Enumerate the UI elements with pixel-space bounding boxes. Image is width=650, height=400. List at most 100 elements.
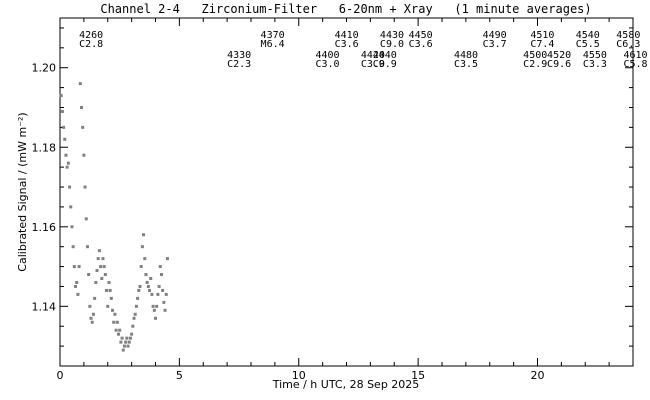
flare-event-labels: 4260C2.84330C2.34370M6.44400C3.04410C3.6… <box>79 30 647 70</box>
data-point <box>109 296 113 300</box>
data-point <box>122 344 126 348</box>
data-point <box>95 269 99 273</box>
data-point <box>103 273 107 277</box>
data-point <box>128 336 132 340</box>
event-number: 4400 <box>315 50 339 61</box>
data-point <box>164 292 168 296</box>
event-number: 4580 <box>616 30 640 41</box>
event-number: 4410 <box>335 30 359 41</box>
data-point <box>77 265 81 269</box>
event-class: C3.6 <box>335 39 359 50</box>
event-class: C9.0 <box>380 39 404 50</box>
data-point <box>165 257 169 261</box>
data-point <box>154 316 157 320</box>
data-point <box>133 312 137 316</box>
event-number: 4260 <box>79 30 103 41</box>
data-point <box>69 205 73 209</box>
x-tick-label: 10 <box>292 369 306 382</box>
data-point <box>102 265 106 269</box>
event-number: 4420 <box>361 50 385 61</box>
data-point <box>127 340 131 344</box>
data-point <box>155 304 159 308</box>
event-class: C7.4 <box>530 39 554 50</box>
event-number: 4430 <box>380 30 404 41</box>
data-point <box>115 320 119 324</box>
data-point <box>90 320 94 324</box>
data-point <box>138 284 142 288</box>
data-point <box>81 125 85 129</box>
data-point <box>83 185 87 189</box>
data-point <box>63 137 67 141</box>
event-class: C3.0 <box>361 59 385 70</box>
event-class: C6.3 <box>616 39 640 50</box>
data-point <box>149 277 153 281</box>
data-point <box>91 312 95 316</box>
data-point <box>72 265 76 269</box>
event-number: 4540 <box>576 30 600 41</box>
data-point <box>62 125 66 129</box>
data-point <box>132 316 136 320</box>
data-point <box>120 336 124 340</box>
data-point <box>158 265 162 269</box>
data-point <box>66 161 70 165</box>
data-point <box>157 284 161 288</box>
data-point <box>142 233 146 237</box>
plot-frame <box>59 17 634 367</box>
data-point <box>71 245 75 249</box>
data-point <box>137 288 141 292</box>
event-number: 4450 <box>409 30 433 41</box>
event-number: 4330 <box>227 50 251 61</box>
y-tick-label: 1.20 <box>32 62 57 75</box>
event-class: C9.6 <box>547 59 571 70</box>
event-number: 4500 <box>523 50 547 61</box>
data-point <box>60 109 64 113</box>
data-point <box>70 225 74 229</box>
data-point <box>114 328 118 332</box>
data-point <box>140 245 144 249</box>
data-point <box>96 257 100 261</box>
data-point <box>79 105 83 109</box>
data-point <box>145 280 149 284</box>
data-point <box>100 277 104 281</box>
data-point <box>76 292 80 296</box>
data-point <box>82 153 86 157</box>
data-point <box>150 292 154 296</box>
event-class: C5.5 <box>576 39 600 50</box>
data-point <box>130 332 134 336</box>
data-point <box>99 265 103 269</box>
data-point <box>93 296 97 300</box>
data-points <box>59 82 169 352</box>
x-tick-label: 5 <box>176 369 183 382</box>
data-point <box>159 273 163 277</box>
data-point <box>121 348 125 352</box>
data-point <box>125 336 129 340</box>
data-point <box>161 288 165 292</box>
data-point <box>119 340 123 344</box>
data-point <box>89 316 93 320</box>
x-axis-label: Time / h UTC, 28 Sep 2025 <box>272 378 420 391</box>
event-number: 4510 <box>530 30 554 41</box>
data-point <box>124 340 128 344</box>
data-point <box>111 308 115 312</box>
data-point <box>65 165 69 169</box>
data-point <box>105 288 109 292</box>
event-class: M6.4 <box>261 39 285 50</box>
event-number: 4520 <box>547 50 571 61</box>
data-point <box>74 284 78 288</box>
data-point <box>144 273 148 277</box>
data-point <box>64 153 68 157</box>
event-class: C3.3 <box>583 59 607 70</box>
data-point <box>146 284 150 288</box>
data-point <box>163 308 167 312</box>
data-point <box>88 304 92 308</box>
event-number: 4490 <box>483 30 507 41</box>
data-point <box>139 265 143 269</box>
event-class: C3.0 <box>315 59 339 70</box>
data-point <box>152 308 156 312</box>
data-point <box>108 288 112 292</box>
data-point <box>94 280 98 284</box>
event-class: C3.7 <box>483 39 507 50</box>
data-point <box>101 257 105 261</box>
data-point <box>68 185 72 189</box>
